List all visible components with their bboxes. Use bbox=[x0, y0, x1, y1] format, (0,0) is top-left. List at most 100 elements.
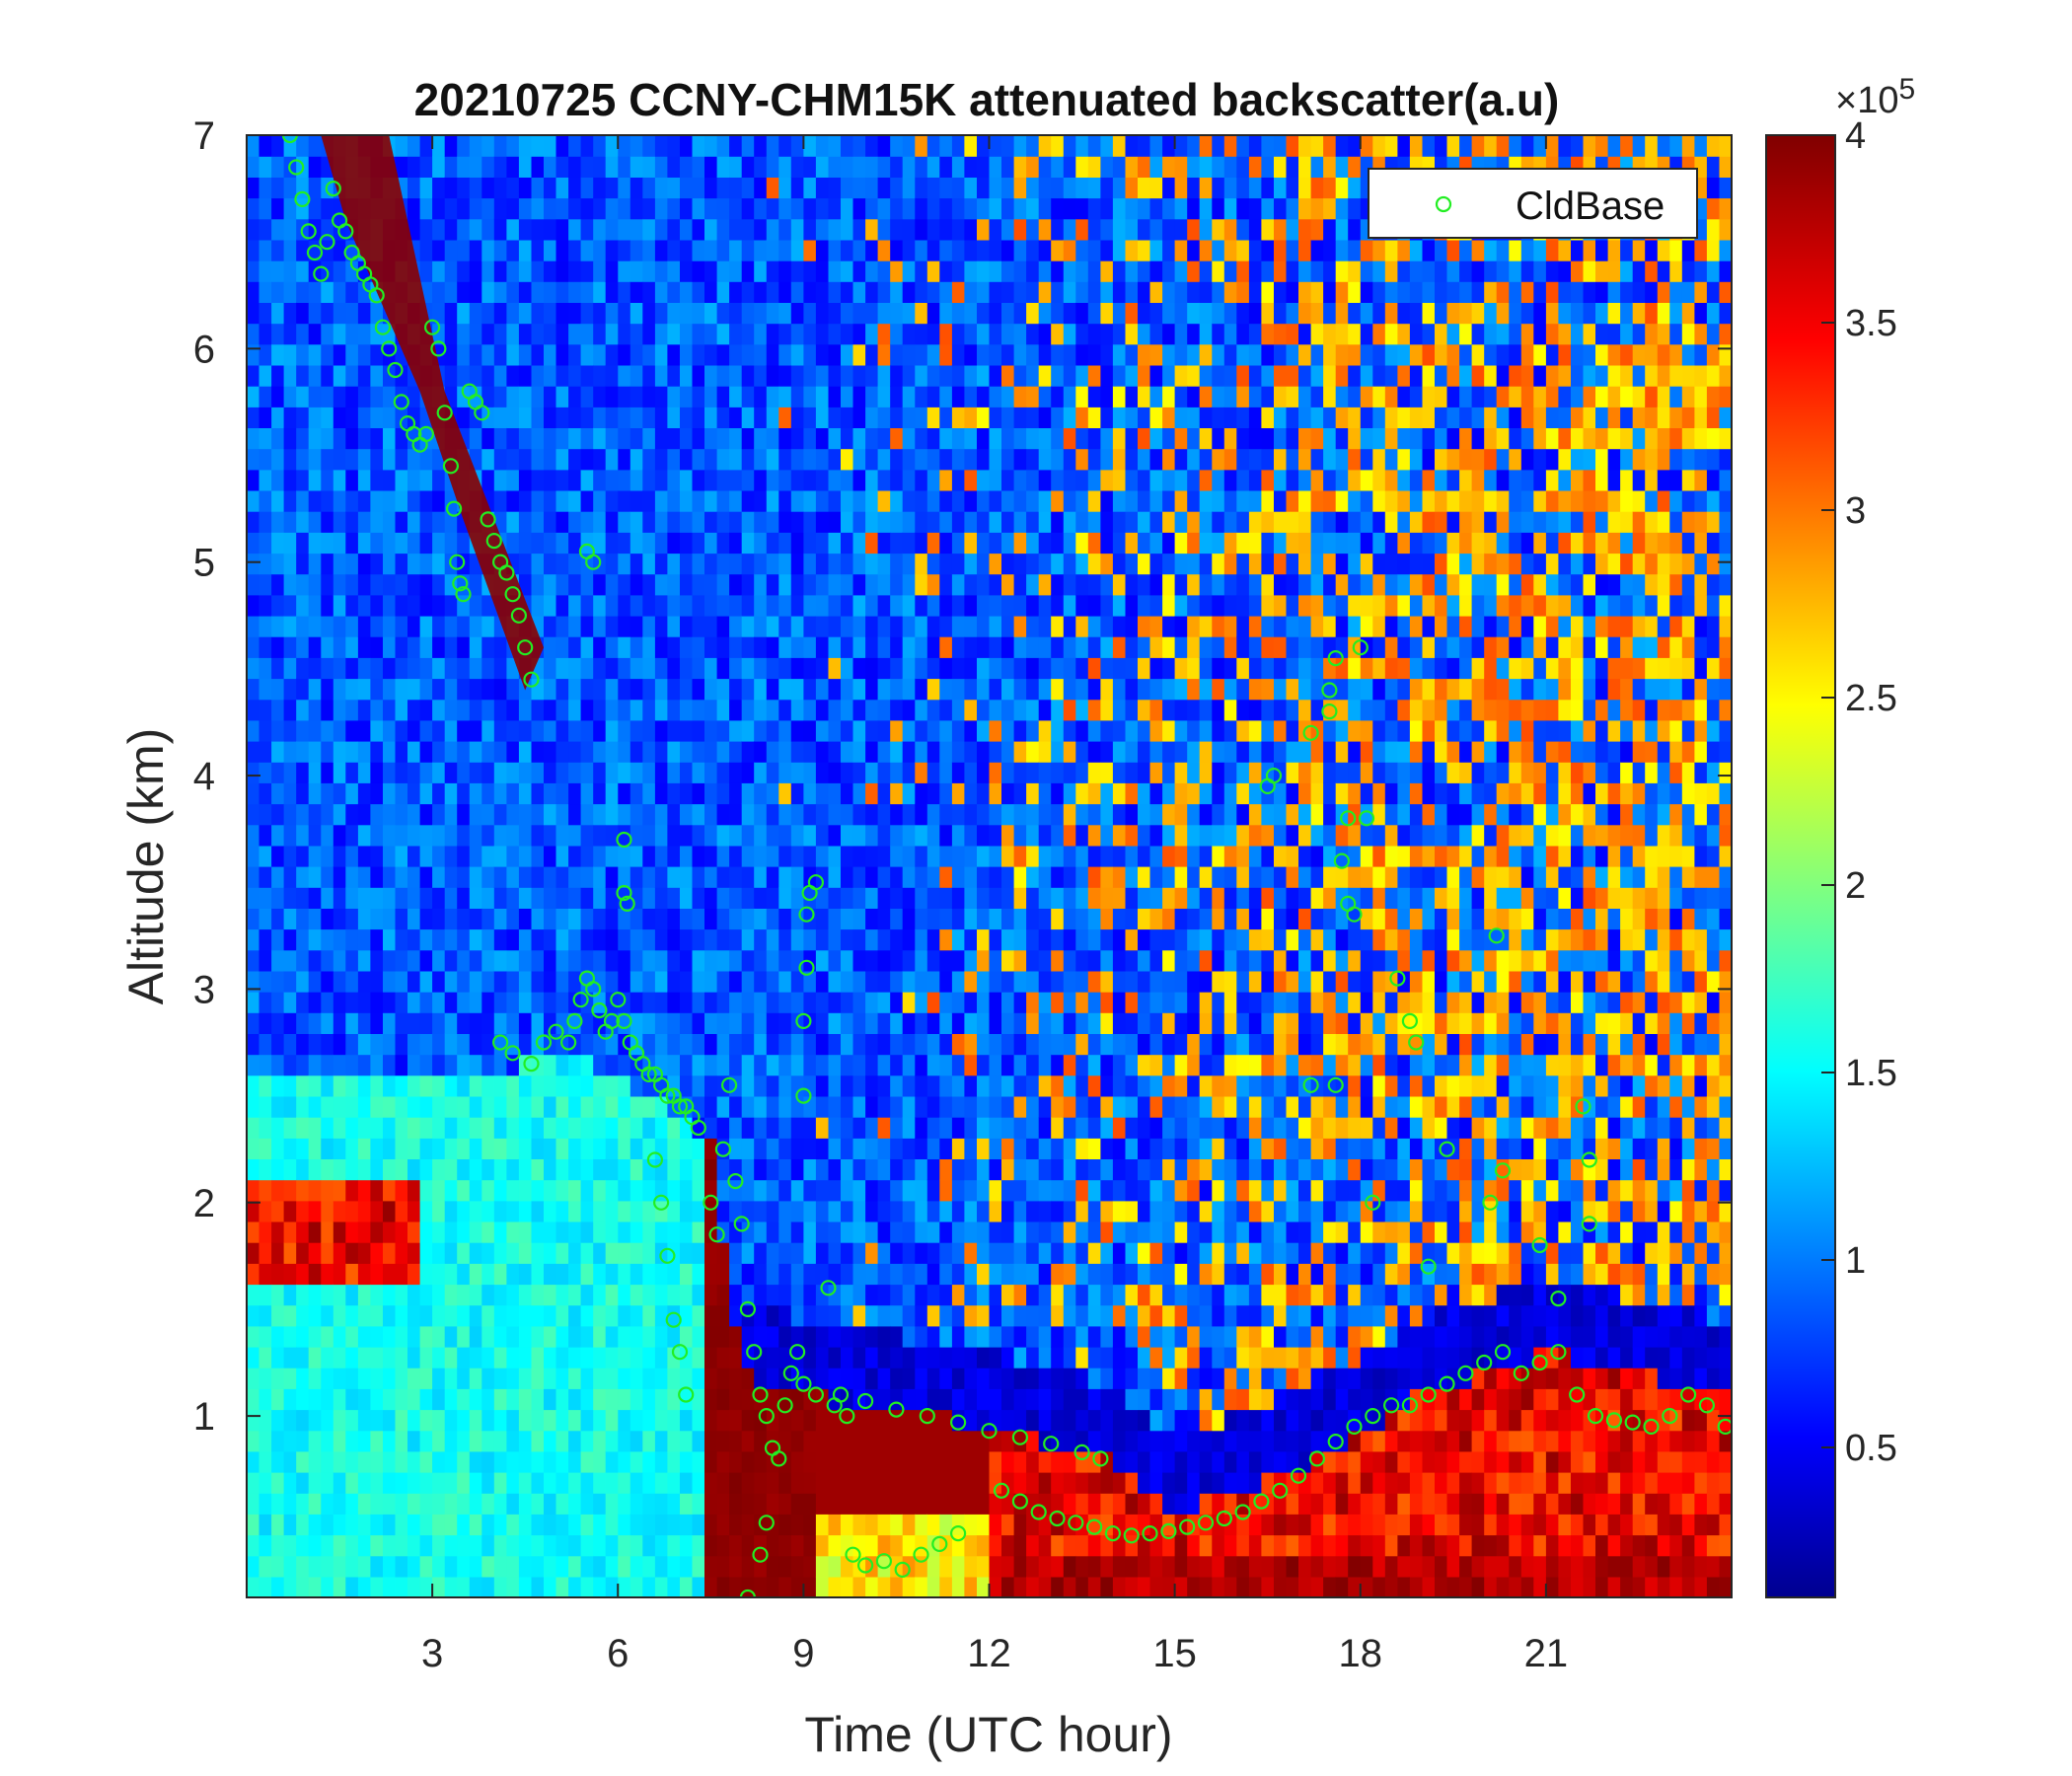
heatmap-cell bbox=[345, 1200, 359, 1222]
heatmap-cell bbox=[951, 741, 965, 763]
heatmap-cell bbox=[493, 323, 507, 345]
heatmap-cell bbox=[544, 532, 557, 555]
heatmap-cell bbox=[754, 699, 768, 721]
heatmap-cell bbox=[803, 364, 817, 387]
heatmap-cell bbox=[555, 657, 569, 680]
heatmap-cell bbox=[345, 260, 359, 282]
heatmap-cell bbox=[493, 1555, 507, 1578]
heatmap-cell bbox=[1112, 741, 1126, 763]
heatmap-cell bbox=[568, 887, 582, 909]
heatmap-cell bbox=[951, 532, 965, 555]
heatmap-cell bbox=[605, 949, 619, 972]
heatmap-cell bbox=[926, 448, 940, 471]
heatmap-cell bbox=[964, 1368, 978, 1389]
heatmap-cell bbox=[469, 657, 482, 680]
heatmap-cell bbox=[247, 1179, 260, 1202]
heatmap-cell bbox=[296, 1221, 310, 1243]
heatmap-cell bbox=[790, 343, 804, 366]
heatmap-cell bbox=[729, 1534, 743, 1557]
heatmap-cell bbox=[902, 782, 916, 805]
heatmap-cell bbox=[283, 1179, 297, 1202]
heatmap-cell bbox=[642, 741, 656, 763]
heatmap-cell bbox=[989, 197, 1002, 220]
heatmap-cell bbox=[642, 1346, 656, 1369]
heatmap-cell bbox=[395, 1576, 408, 1597]
heatmap-cell bbox=[766, 553, 779, 575]
heatmap-cell bbox=[654, 908, 668, 930]
heatmap-cell bbox=[778, 1409, 792, 1432]
heatmap-cell bbox=[1075, 156, 1089, 178]
heatmap-cell bbox=[1112, 302, 1126, 325]
heatmap-cell bbox=[580, 239, 594, 261]
heatmap-cell bbox=[531, 343, 545, 366]
heatmap-cell bbox=[432, 469, 446, 491]
heatmap-cell bbox=[1125, 1576, 1139, 1597]
heatmap-cell bbox=[790, 1200, 804, 1222]
heatmap-cell bbox=[308, 678, 322, 701]
heatmap-cell bbox=[778, 1074, 792, 1097]
heatmap-cell bbox=[457, 1033, 471, 1056]
heatmap-cell bbox=[939, 1514, 953, 1536]
heatmap-cell bbox=[654, 177, 668, 199]
heatmap-cell bbox=[407, 1514, 421, 1536]
heatmap-cell bbox=[1063, 949, 1076, 972]
heatmap-cell bbox=[716, 1493, 730, 1515]
heatmap-cell bbox=[926, 427, 940, 450]
heatmap-cell bbox=[989, 407, 1002, 428]
heatmap-cell bbox=[321, 323, 334, 345]
heatmap-cell bbox=[729, 1242, 743, 1264]
heatmap-cell bbox=[370, 532, 384, 555]
heatmap-cell bbox=[828, 427, 842, 450]
heatmap-cell bbox=[493, 1514, 507, 1536]
heatmap-cell bbox=[259, 1409, 272, 1432]
heatmap-cell bbox=[1100, 511, 1114, 533]
heatmap-cell bbox=[964, 762, 978, 783]
heatmap-cell bbox=[754, 1138, 768, 1159]
heatmap-cell bbox=[667, 1074, 681, 1097]
heatmap-cell bbox=[568, 1284, 582, 1306]
heatmap-cell bbox=[915, 448, 928, 471]
heatmap-cell bbox=[555, 824, 569, 847]
heatmap-cell bbox=[333, 1138, 346, 1159]
heatmap-cell bbox=[828, 762, 842, 783]
heatmap-cell bbox=[729, 1138, 743, 1159]
heatmap-cell bbox=[580, 1138, 594, 1159]
heatmap-cell bbox=[778, 594, 792, 617]
heatmap-cell bbox=[605, 511, 619, 533]
heatmap-cell bbox=[506, 1095, 520, 1118]
heatmap-cell bbox=[654, 1221, 668, 1243]
heatmap-cell bbox=[1112, 1074, 1126, 1097]
heatmap-cell bbox=[729, 1033, 743, 1056]
heatmap-cell bbox=[654, 427, 668, 450]
heatmap-cell bbox=[469, 719, 482, 742]
heatmap-cell bbox=[518, 448, 532, 471]
heatmap-cell bbox=[754, 1074, 768, 1097]
heatmap-cell bbox=[531, 1472, 545, 1494]
heatmap-cell bbox=[1026, 615, 1040, 637]
heatmap-cell bbox=[395, 1095, 408, 1118]
heatmap-cell bbox=[283, 803, 297, 826]
heatmap-cell bbox=[1026, 364, 1040, 387]
heatmap-cell bbox=[977, 1450, 991, 1473]
heatmap-cell bbox=[271, 970, 285, 993]
heatmap-cell bbox=[469, 1179, 482, 1202]
heatmap-cell bbox=[321, 719, 334, 742]
heatmap-cell bbox=[469, 1012, 482, 1034]
heatmap-cell bbox=[977, 281, 991, 303]
heatmap-cell bbox=[951, 1388, 965, 1411]
heatmap-cell bbox=[680, 1555, 694, 1578]
heatmap-cell bbox=[383, 1325, 397, 1348]
heatmap-cell bbox=[605, 803, 619, 826]
heatmap-cell bbox=[605, 1095, 619, 1118]
heatmap-cell bbox=[1038, 1368, 1052, 1389]
heatmap-cell bbox=[1051, 135, 1065, 157]
heatmap-cell bbox=[1001, 1138, 1015, 1159]
heatmap-cell bbox=[989, 1179, 1002, 1202]
heatmap-cell bbox=[1013, 553, 1027, 575]
heatmap-cell bbox=[654, 992, 668, 1013]
heatmap-cell bbox=[481, 699, 495, 721]
heatmap-cell bbox=[296, 302, 310, 325]
heatmap-cell bbox=[1013, 469, 1027, 491]
heatmap-cell bbox=[890, 1117, 904, 1139]
heatmap-cell bbox=[692, 489, 705, 512]
